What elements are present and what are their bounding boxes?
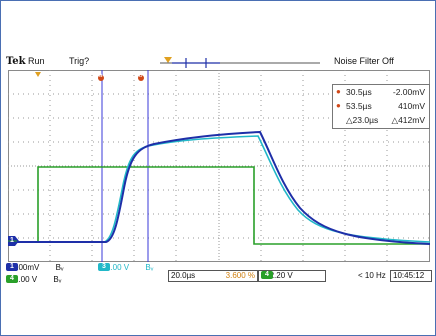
left-ref-marker [35, 72, 41, 77]
waveform-display[interactable] [8, 70, 430, 262]
ch3-badge: 3 [98, 263, 110, 271]
ch4-coupling: Bᵥ [53, 275, 62, 284]
ch4-scale: 1.00 V [14, 275, 38, 284]
ch3-coupling: Bᵥ [145, 263, 154, 272]
trigger-position-value: 3.600 % [225, 271, 255, 280]
cursor-delta-readout: △23.0µs △412mV [346, 115, 425, 125]
clock-box: 10:45:12 [390, 270, 432, 282]
ch4-badge: 4 [6, 275, 18, 283]
waveform-graticule [8, 70, 430, 262]
trigger-level: 2.20 V [269, 271, 293, 280]
cursor-a-label: a [99, 73, 103, 79]
ch1-coupling: Bᵥ [55, 263, 64, 272]
run-state: Run [28, 56, 45, 66]
brand-logo: Tek [6, 56, 26, 67]
ch3-trace [8, 135, 430, 243]
cursor-b-readout: ● 53.5µs 410mV [336, 101, 425, 111]
ch1-trace [8, 130, 430, 245]
cursor-a-icon: ● [336, 87, 341, 96]
trigger-position-icon [164, 57, 172, 63]
ch1-ground-label: 1 [10, 237, 14, 244]
cursor-a-readout: ● 30.5µs -2.00mV [336, 87, 425, 97]
ch1-badge: 1 [6, 263, 18, 271]
acquisition-rate: < 10 Hz [358, 271, 386, 280]
trigger-box[interactable]: 4 ∕ 2.20 V [258, 270, 326, 282]
grid-horizontal [8, 93, 430, 239]
status-header: Tek Run Trig? Noise Filter Off [6, 56, 430, 69]
trigger-position-bar [160, 57, 320, 68]
cursor-b-marker [138, 75, 144, 81]
ch1-settings[interactable]: 1 100mV Bᵥ [6, 263, 64, 272]
ch1-scale: 100mV [14, 263, 40, 272]
noise-filter-status: Noise Filter Off [334, 56, 394, 66]
cursor-a-marker [98, 75, 104, 81]
timebase-box[interactable]: 20.0µs 3.600 % [168, 270, 258, 282]
cursor-b-icon: ● [336, 101, 341, 110]
settings-bar: 1 100mV Bᵥ 3 1.00 V Bᵥ 4 1.00 V Bᵥ 20.0µ… [6, 262, 432, 286]
ch3-settings[interactable]: 3 1.00 V Bᵥ [98, 263, 153, 272]
cursor-readout-panel: ● 30.5µs -2.00mV ● 53.5µs 410mV △23.0µs … [332, 84, 430, 129]
trigger-state: Trig? [69, 56, 90, 66]
ch4-settings[interactable]: 4 1.00 V Bᵥ [6, 275, 61, 284]
timebase-value: 20.0µs [171, 271, 196, 280]
clock-time: 10:45:12 [393, 271, 425, 280]
trigger-source-badge: 4 [261, 271, 273, 279]
cursor-b-label: b [139, 73, 143, 79]
ch3-scale: 1.00 V [106, 263, 130, 272]
